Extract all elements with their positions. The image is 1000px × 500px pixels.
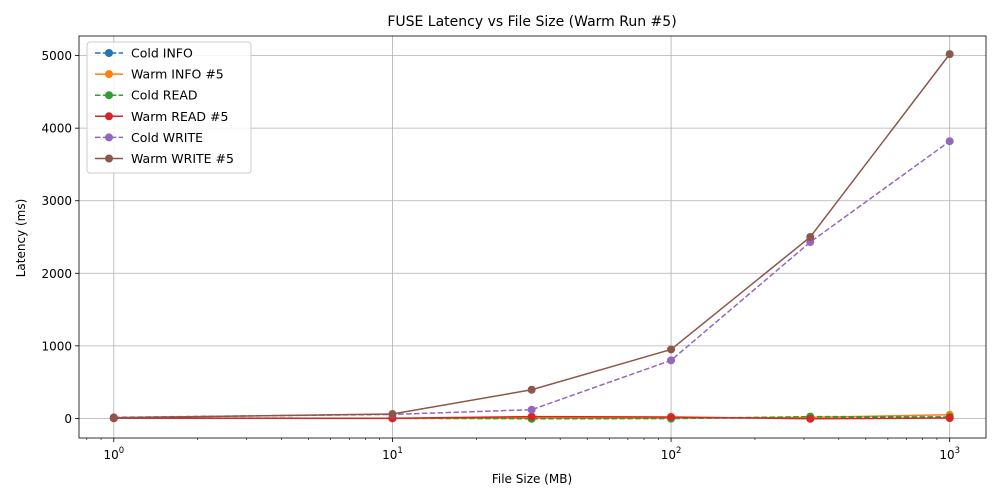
legend-label: Warm READ #5 (131, 109, 228, 124)
legend-marker (105, 49, 113, 57)
legend-item: Cold INFO (95, 46, 193, 61)
legend-box (86, 41, 252, 174)
legend-item: Cold READ (95, 88, 198, 103)
data-point (945, 137, 954, 146)
data-point (388, 410, 397, 419)
data-point (667, 356, 676, 365)
series-cold-write (109, 137, 954, 422)
data-point (527, 385, 536, 394)
legend-item: Cold WRITE (95, 130, 203, 145)
legend-marker (105, 112, 113, 121)
y-tick-label: 1000 (41, 339, 72, 353)
x-tick-label: 101 (382, 446, 403, 462)
y-axis-label: Latency (ms) (14, 199, 28, 278)
legend-item: Warm READ #5 (95, 109, 228, 124)
data-point (527, 405, 536, 414)
data-point (945, 50, 954, 59)
legend-item: Warm INFO #5 (95, 67, 224, 82)
legend-marker (105, 91, 113, 100)
legend-marker (105, 154, 113, 163)
y-tick-label: 2000 (41, 267, 72, 281)
series-line (113, 53, 951, 419)
data-point (945, 414, 954, 423)
data-point (806, 414, 815, 423)
legend-label: Cold INFO (131, 46, 193, 61)
y-tick-label: 4000 (41, 122, 72, 136)
chart-title: FUSE Latency vs File Size (Warm Run #5) (387, 14, 676, 30)
series-line (113, 140, 951, 419)
y-tick-label: 5000 (41, 49, 72, 63)
series-line (113, 415, 950, 420)
series-warm-write-5 (109, 50, 954, 422)
legend-marker (105, 133, 113, 142)
legend-marker (105, 70, 113, 79)
legend-label: Warm INFO #5 (131, 67, 224, 82)
plot-frame (78, 35, 987, 439)
data-point (527, 412, 536, 421)
legend-item: Warm WRITE #5 (95, 151, 234, 166)
legend: Cold INFO Warm INFO #5 Cold READ Warm READ … (86, 41, 252, 174)
y-tick-label: 3000 (41, 194, 72, 208)
legend-label: Warm WRITE #5 (131, 151, 234, 166)
x-tick-label: 100 (103, 446, 124, 462)
data-point (806, 233, 815, 241)
data-point (109, 413, 118, 422)
data-point (667, 345, 676, 354)
legend-label: Cold READ (131, 88, 198, 103)
data-point (667, 412, 676, 421)
x-axis-label: File Size (MB) (492, 472, 572, 486)
x-tick-label: 102 (661, 446, 682, 462)
legend-label: Cold WRITE (131, 130, 203, 145)
x-tick-label: 103 (939, 446, 960, 462)
series-warm-read-5 (109, 412, 954, 423)
y-tick-label: 0 (64, 412, 72, 426)
